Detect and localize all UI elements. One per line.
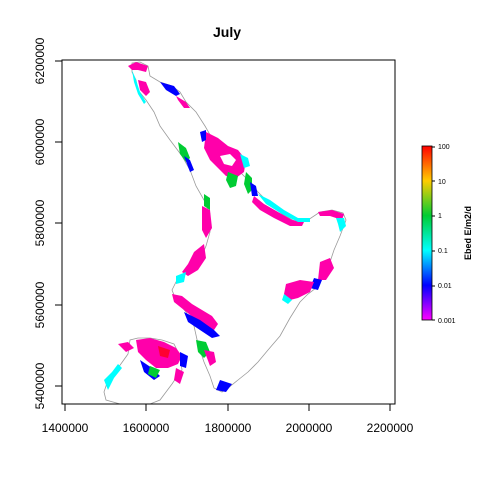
x-axis: 1400000 1600000 1800000 2000000 2200000 <box>42 403 414 435</box>
kaipara-edge <box>184 156 194 172</box>
wellington-band <box>204 350 216 366</box>
cloudy-bay-band <box>174 368 184 384</box>
colorbar-tick: 0.1 <box>438 248 448 255</box>
map-layer <box>103 61 347 405</box>
colorbar-tick: 0.001 <box>438 318 456 325</box>
hawkes-bay-south <box>284 280 314 300</box>
coromandel-band <box>244 172 252 194</box>
hauraki-cyan <box>240 154 250 168</box>
y-tick-label: 5600000 <box>33 281 47 328</box>
south-island-green <box>148 366 160 378</box>
taranaki-band <box>182 244 206 276</box>
whanganui-blue <box>184 312 220 338</box>
x-tick-label: 2000000 <box>286 421 333 435</box>
x-tick-label: 1400000 <box>42 421 89 435</box>
y-axis: 5400000 5600000 5800000 6000000 6200000 <box>33 37 63 409</box>
x-tick-label: 1800000 <box>205 421 252 435</box>
bay-of-plenty-edge <box>258 194 310 222</box>
hawkes-bay-band <box>318 258 334 280</box>
tasman-bay-band <box>136 338 182 368</box>
y-tick-label: 6200000 <box>33 37 47 84</box>
tasman-bay-red <box>158 346 170 358</box>
bay-of-plenty-band <box>252 196 304 226</box>
y-tick-label: 5400000 <box>33 362 47 409</box>
coromandel-blue <box>250 182 258 196</box>
colorbar-tick: 1 <box>438 213 442 220</box>
hauraki-green <box>226 172 238 188</box>
west-coast-green <box>204 194 210 210</box>
whanganui-band <box>172 294 218 330</box>
northland-east-edge <box>176 96 190 108</box>
northland-west-edge <box>132 70 146 104</box>
colorbar-tick: 0.01 <box>438 283 452 290</box>
hauraki-blue-edge <box>200 130 206 142</box>
taranaki-edge <box>176 272 186 284</box>
northland-upper-band <box>138 80 150 96</box>
colorbar-tick: 100 <box>438 144 450 151</box>
hawkes-bay-south-edge <box>282 294 292 304</box>
map-title: July <box>213 24 241 40</box>
kaipara-band <box>178 142 190 162</box>
x-tick-label: 2200000 <box>367 421 414 435</box>
hauraki-white-core <box>220 154 236 166</box>
colorbar-gradient <box>421 145 433 321</box>
y-tick-label: 5800000 <box>33 199 47 246</box>
east-cape-band <box>318 210 344 220</box>
colorbar-tick: 10 <box>438 179 446 186</box>
west-coast-band <box>202 206 212 238</box>
golden-bay-band <box>118 342 134 352</box>
hawkes-bay-edge <box>310 278 322 290</box>
colorbar: 100 10 1 0.1 0.01 0.001 Ebed E/m2/d <box>421 144 473 325</box>
colorbar-label: Ebed E/m2/d <box>463 206 473 260</box>
northland-tip-band <box>128 62 148 72</box>
wairarapa-edge <box>216 380 232 392</box>
south-island-west-edge <box>104 364 122 390</box>
x-tick-label: 1600000 <box>123 421 170 435</box>
northland-east-band <box>160 82 180 96</box>
cook-strait-band <box>180 352 188 368</box>
y-tick-label: 6000000 <box>33 118 47 165</box>
east-cape-edge <box>336 218 346 232</box>
